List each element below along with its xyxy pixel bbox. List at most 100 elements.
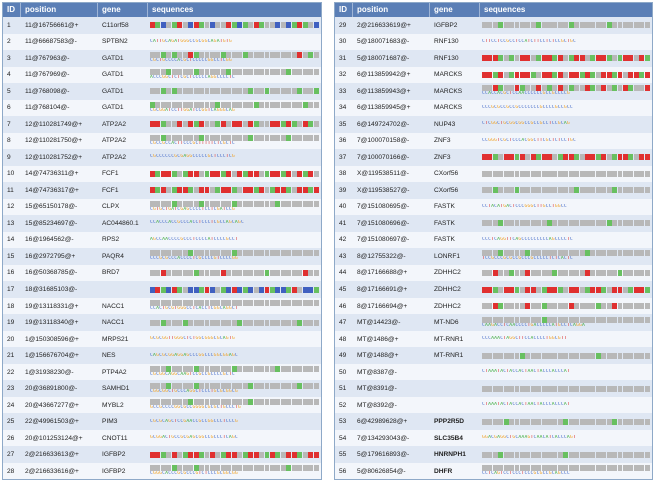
sequence-block <box>308 187 314 194</box>
header-id[interactable]: ID <box>335 3 353 17</box>
table-row[interactable]: 30 5@180071683@- RNF130 CTTCCTCCGCCTCCATCTT… <box>335 33 652 51</box>
table-row[interactable]: 12 15@65150178@- CLPX CGTGCTGATCGAGCCCCTCCT… <box>3 198 321 216</box>
table-row[interactable]: 37 7@100070166@- ZNF3 <box>335 149 652 166</box>
header-id[interactable]: ID <box>3 3 21 17</box>
sequence-block <box>498 250 504 257</box>
table-row[interactable]: 11 14@74736317@+ FCF1 <box>3 182 321 199</box>
table-row[interactable]: 28 2@216633616@+ IGFBP2 CGGGCACCCGCGCCCGTCT… <box>3 462 321 480</box>
sequence-block <box>639 85 645 92</box>
sequence-block <box>155 52 161 59</box>
header-sequences[interactable]: sequences <box>484 5 526 14</box>
header-position[interactable]: position <box>353 3 430 17</box>
table-row[interactable]: 10 14@74736311@+ FCF1 <box>3 165 321 183</box>
sequence-block <box>226 134 232 141</box>
table-row[interactable]: 16 16@50368785@- BRD7 <box>3 264 321 282</box>
table-row[interactable]: 27 2@216633613@+ IGFBP2 <box>3 446 321 463</box>
table-row[interactable]: 19 19@13118340@+ NACC1 <box>3 314 321 331</box>
header-gene[interactable]: gene <box>430 3 480 17</box>
table-row[interactable]: 43 8@12755322@- LONRF1 TCCGCCCGCGCCGCCCGCCC… <box>335 248 652 265</box>
table-row[interactable]: 39 X@119538527@- CXorf56 <box>335 182 652 199</box>
table-row[interactable]: 46 8@17166694@+ ZDHHC2 <box>335 297 652 315</box>
header-sequences[interactable]: sequences <box>152 5 194 14</box>
table-row[interactable]: 3 11@767963@- GATD1 CGCTGCCCCACGCTCCCCCGGCC… <box>3 50 321 67</box>
table-row[interactable]: 49 MT@1488@+ MT-RNR1 <box>335 347 652 364</box>
table-row[interactable]: 2 11@66687583@- SPTBN2 CATTGCAGATGGGCCGCGGC… <box>3 33 321 51</box>
sequence-block <box>492 71 498 78</box>
table-row[interactable]: 36 7@100070158@- ZNF3 CCGGGTCGCTCCCACGGCTTC… <box>335 132 652 150</box>
sequence-block <box>563 55 569 62</box>
sequence-letters: TCCGCCCGCGCCGCCCGCCCCCTCTCACTC <box>482 256 573 262</box>
sequence-block <box>487 352 493 359</box>
table-row[interactable]: 38 X@119538511@- CXorf56 <box>335 165 652 183</box>
table-row[interactable]: 34 6@113859945@+ MARCKS CCCGCGCCGCCGCCCCCCC… <box>335 99 652 117</box>
table-row[interactable]: 54 7@134293043@- SLC35B4 GGACGAGGCTGCAAAGTC… <box>335 429 652 447</box>
sequence-block <box>557 385 563 392</box>
table-row[interactable]: 14 16@1964562@- RPS2 AGCCAACCCCGCCCTCCCCATC… <box>3 231 321 249</box>
sequence-block <box>313 200 319 207</box>
table-row[interactable]: 50 MT@8387@- CTAAATACTACCACTAACTACCCACCCAT <box>335 363 652 381</box>
table-row[interactable]: 15 16@2972795@+ PAQR4 CCCGCGCCCACCCCTCGCCCC… <box>3 248 321 265</box>
sequence-block <box>231 451 237 458</box>
table-row[interactable]: 13 15@85234697@- AC044860.1 CCACCCACCGCCCAC… <box>3 215 321 232</box>
table-row[interactable]: 24 20@43667277@+ MYBL2 GCCGCCCCGGCGCCGGGGCG… <box>3 396 321 414</box>
table-row[interactable]: 4 11@767969@- GATD1 ACCCGGCTCTCGCTCCCCCAGGC… <box>3 66 321 84</box>
sequence-block <box>622 85 628 92</box>
table-row[interactable]: 20 1@150308596@+ MRPS21 GCGCGGTTGGGCTCTGGCG… <box>3 330 321 348</box>
table-row[interactable]: 53 6@42989628@+ PPP2R5D <box>335 413 652 430</box>
table-row[interactable]: 7 12@110281749@+ ATP2A2 <box>3 116 321 133</box>
table-row[interactable]: 9 12@110281752@+ ATP2A2 CGCCCCCCGCGAGGCCCCC… <box>3 149 321 166</box>
row-id: 24 <box>7 401 15 409</box>
table-row[interactable]: 29 2@216633619@+ IGFBP2 <box>335 17 652 34</box>
header-position[interactable]: position <box>21 3 98 17</box>
table-row[interactable]: 42 7@151080697@- FASTK CCCTCAGGTTCAGCCCCCCC… <box>335 231 652 249</box>
sequence-block <box>248 200 254 207</box>
table-row[interactable]: 8 12@110281750@+ ATP2A2 CGCCGCCACTTCCCGCTTT… <box>3 132 321 150</box>
table-row[interactable]: 21 1@156676704@+ NES CAGCGCGGAGGAGCCCGGCCCG… <box>3 347 321 364</box>
table-row[interactable]: 35 6@149724702@- NUP43 CTCGGCTGCGGCGGCCGCCG… <box>335 116 652 133</box>
row-position: 7@151080697@- <box>357 236 410 244</box>
table-row[interactable]: 6 11@768104@- GATD1 CGCGGATCCTTGGATCCGGTCAG… <box>3 99 321 117</box>
row-gene: IGFBP2 <box>434 21 458 29</box>
table-row[interactable]: 23 20@36891800@- SAMHD1 CGGCGGCTGCCCAGGCTCC… <box>3 380 321 397</box>
sequence-block <box>150 68 155 75</box>
sequence-block <box>563 220 569 227</box>
sequence-block <box>308 200 314 207</box>
sequence-block <box>639 220 645 227</box>
sequence-track <box>480 348 652 364</box>
table-row[interactable]: 31 5@180071687@- RNF130 <box>335 50 652 67</box>
table-row[interactable]: 44 8@17166688@+ ZDHHC2 <box>335 264 652 282</box>
table-row[interactable]: 25 22@49961503@+ PIM3 CGCGCAGCTCCGAACCGCCGG… <box>3 413 321 430</box>
sequence-block <box>503 451 509 458</box>
table-row[interactable]: 32 6@113859942@+ MARCKS <box>335 66 652 84</box>
table-row[interactable]: 5 11@768098@- GATD1 <box>3 83 321 100</box>
sequence-block <box>492 170 498 177</box>
sequence-block <box>182 52 188 59</box>
sequence-block <box>264 52 270 59</box>
table-row[interactable]: 17 18@31685103@- <box>3 281 321 298</box>
table-row[interactable]: 56 5@80626854@- DHFR CCTCAGTCCTCCCTCCCGCGCC… <box>335 462 652 480</box>
table-row[interactable]: 1 11@16756661@+ C11orf58 <box>3 17 321 34</box>
table-row[interactable]: 18 19@13118331@+ NACC1 CCACTGCGTGGGCCTCACCT… <box>3 297 321 315</box>
table-row[interactable]: 22 1@31938230@- PTP4A2 CGCGGCAGGCAAGTCCGCCG… <box>3 363 321 381</box>
sequence-block <box>536 55 542 62</box>
table-row[interactable]: 33 6@113859943@+ MARCKS CCACCACGCTCCAACCCCC… <box>335 83 652 100</box>
table-row[interactable]: 26 20@101253124@+ CNOT11 GCGGACTGCCGCGAGCGG… <box>3 429 321 447</box>
sequence-block <box>166 319 172 326</box>
sequence-block <box>166 52 172 59</box>
sequence-block <box>606 286 612 293</box>
table-row[interactable]: 55 5@179616893@- HNRNPH1 <box>335 446 652 463</box>
table-row[interactable]: 45 8@17166691@+ ZDHHC2 <box>335 281 652 298</box>
table-row[interactable]: 52 MT@8392@- CTAAATACTACCACTAACTACCCACCCAT <box>335 396 652 414</box>
table-row[interactable]: 48 MT@1486@+ MT-RNR1 CCCAAACTAGGCTTCCACCCCT… <box>335 330 652 348</box>
row-gene: RPS2 <box>102 236 120 244</box>
table-row[interactable]: 40 7@151080695@- FASTK CCTACATGACTCCCGGGCTT… <box>335 198 652 216</box>
table-row[interactable]: 41 7@151080696@- FASTK <box>335 215 652 232</box>
sequence-block <box>536 303 542 310</box>
table-row[interactable]: 47 MT@14423@- MT-ND6 CAAGACCTCAACCCCTGACCCC… <box>335 314 652 331</box>
sequence-block <box>525 303 531 310</box>
sequence-track: CCTACATGACTCCCGGGCTTGCCTGGCC <box>480 199 652 215</box>
header-gene[interactable]: gene <box>98 3 148 17</box>
sequence-block <box>264 399 270 406</box>
table-row[interactable]: 51 MT@8391@- <box>335 380 652 397</box>
sequence-block <box>628 220 634 227</box>
